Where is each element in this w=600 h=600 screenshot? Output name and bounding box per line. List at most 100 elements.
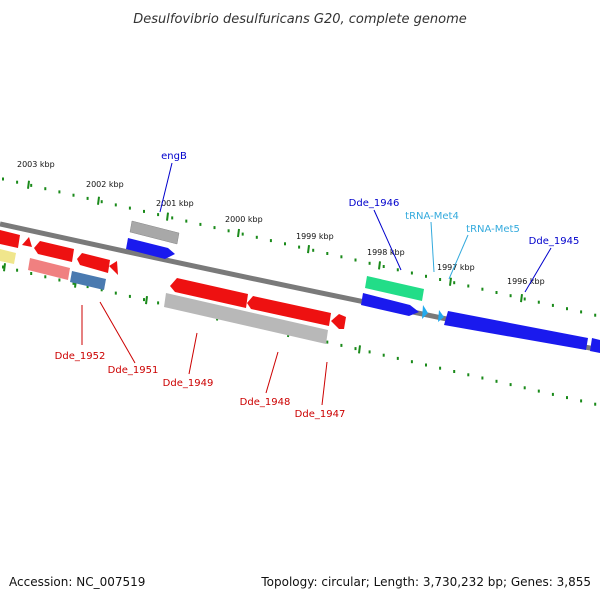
gene-small-red-1[interactable] — [22, 237, 32, 247]
gene-dde-1952-pink[interactable] — [28, 258, 70, 280]
gene-dde-1948[interactable] — [247, 296, 331, 326]
inner-track-dot — [453, 370, 456, 373]
inner-track-dot — [551, 392, 554, 396]
gene-dde-1944-partial[interactable] — [590, 338, 600, 353]
gene-dde-1949[interactable] — [170, 278, 248, 308]
outer-track-major-tick — [378, 261, 381, 270]
outer-track-dot — [227, 229, 230, 233]
inner-track-dot — [509, 383, 512, 387]
outer-track-dot — [551, 303, 554, 307]
inner-track-dot — [495, 379, 498, 383]
gene-dde-1946[interactable] — [361, 293, 419, 316]
inner-track-dot — [396, 356, 399, 360]
outer-track-dot — [100, 200, 103, 204]
outer-track-dot — [241, 232, 244, 236]
label-engb[interactable]: engB — [161, 151, 187, 162]
inner-track-dot — [425, 363, 427, 367]
gene-small-red-2[interactable] — [109, 261, 118, 275]
outer-track-dot — [199, 222, 202, 226]
accession-label: Accession: NC_007519 — [9, 575, 146, 589]
scale-label-2003: 2003 kbp — [17, 160, 55, 169]
inner-track-dot — [326, 340, 329, 344]
outer-track-dot — [2, 177, 4, 181]
outer-track-dot — [594, 313, 597, 317]
outer-track-dot — [354, 258, 357, 262]
outer-track-major-tick — [166, 212, 169, 221]
scale-label-1998: 1998 kbp — [367, 248, 405, 257]
outer-track-dot — [255, 235, 258, 239]
outer-track-dot — [566, 307, 568, 311]
scale-label-2001: 2001 kbp — [156, 199, 194, 208]
inner-track-dot — [354, 347, 357, 351]
scale-label-2000: 2000 kbp — [225, 215, 263, 224]
label-dde-1946[interactable]: Dde_1946 — [349, 198, 400, 209]
connector-dde-1951 — [99, 301, 136, 364]
outer-track-dot — [537, 300, 540, 304]
inner-track-dot — [100, 288, 103, 292]
inner-track-dot — [86, 285, 89, 289]
outer-track-dot — [86, 196, 89, 200]
outer-track-dot — [580, 310, 583, 314]
gene-dde-1948-gray[interactable] — [164, 293, 328, 344]
outer-track-dot — [509, 294, 512, 298]
outer-track-dot — [16, 180, 19, 184]
inner-track-dot — [382, 353, 385, 357]
outer-track-dot — [340, 255, 343, 259]
gene-engb[interactable] — [126, 238, 175, 259]
scale-label-1997: 1997 kbp — [437, 263, 475, 272]
outer-track-dot — [326, 252, 329, 255]
outer-track-dot — [467, 284, 470, 288]
outer-track-dot — [368, 261, 371, 265]
inner-track-major-tick — [3, 263, 6, 272]
connector-engb — [159, 162, 173, 213]
gene-left-yellow-partial[interactable] — [0, 249, 16, 264]
scale-labels: 2003 kbp 2002 kbp 2001 kbp 2000 kbp 1999… — [17, 160, 545, 286]
gene-dde-1945[interactable] — [444, 311, 588, 350]
forward-strand-genes — [126, 220, 600, 353]
label-dde-1945[interactable]: Dde_1945 — [529, 236, 580, 247]
outer-track-dot — [439, 278, 442, 281]
inner-track-dot — [439, 366, 442, 370]
inner-track-dot — [481, 376, 484, 380]
map-title: Desulfovibrio desulfuricans G20, complet… — [133, 12, 467, 27]
connector-dde-1947 — [321, 361, 328, 406]
inner-track-dot — [44, 275, 47, 279]
connector-dde-1945 — [524, 247, 552, 293]
gene-dde-1952-red[interactable] — [34, 241, 74, 262]
inner-track-dot — [523, 386, 526, 390]
label-dde-1947[interactable]: Dde_1947 — [295, 409, 346, 420]
outer-track-dot — [72, 193, 75, 197]
outer-track-major-tick — [97, 196, 100, 205]
label-dde-1952[interactable]: Dde_1952 — [55, 351, 106, 362]
label-dde-1949[interactable]: Dde_1949 — [163, 378, 214, 389]
gene-trna-met4[interactable] — [422, 305, 428, 319]
gene-dde-1951-steel[interactable] — [70, 271, 106, 290]
gene-left-red-partial[interactable] — [0, 230, 20, 248]
label-dde-1948[interactable]: Dde_1948 — [240, 397, 291, 408]
inner-track-dot — [72, 281, 75, 285]
gene-dde-1951-red[interactable] — [77, 253, 110, 273]
gene-trna-met5[interactable] — [438, 310, 444, 322]
outer-track-dot — [453, 281, 456, 285]
label-dde-1951[interactable]: Dde_1951 — [108, 365, 159, 376]
outer-track-dot — [481, 287, 484, 291]
label-trna-met5[interactable]: tRNA-Met5 — [466, 224, 520, 235]
outer-track-dot — [269, 239, 272, 243]
gene-engb-gray[interactable] — [129, 220, 180, 245]
connector-dde-1948 — [265, 351, 279, 394]
inner-track-major-tick — [358, 345, 361, 354]
outer-track-dot — [213, 226, 216, 230]
gene-dde-1947[interactable] — [331, 314, 346, 329]
inner-track-dot — [467, 373, 470, 377]
connector-trna-met4 — [430, 221, 435, 273]
gene-dde-1946-green[interactable] — [365, 276, 424, 301]
label-connectors — [81, 162, 552, 406]
gene-labels: engB Dde_1946 tRNA-Met4 tRNA-Met5 Dde_19… — [55, 151, 580, 420]
outer-track-dot — [128, 206, 131, 210]
scale-label-2002: 2002 kbp — [86, 180, 124, 189]
outer-track-dot — [171, 216, 174, 220]
inner-track-dot — [537, 389, 540, 393]
label-trna-met4[interactable]: tRNA-Met4 — [405, 211, 459, 222]
inner-track-dot — [368, 350, 371, 354]
